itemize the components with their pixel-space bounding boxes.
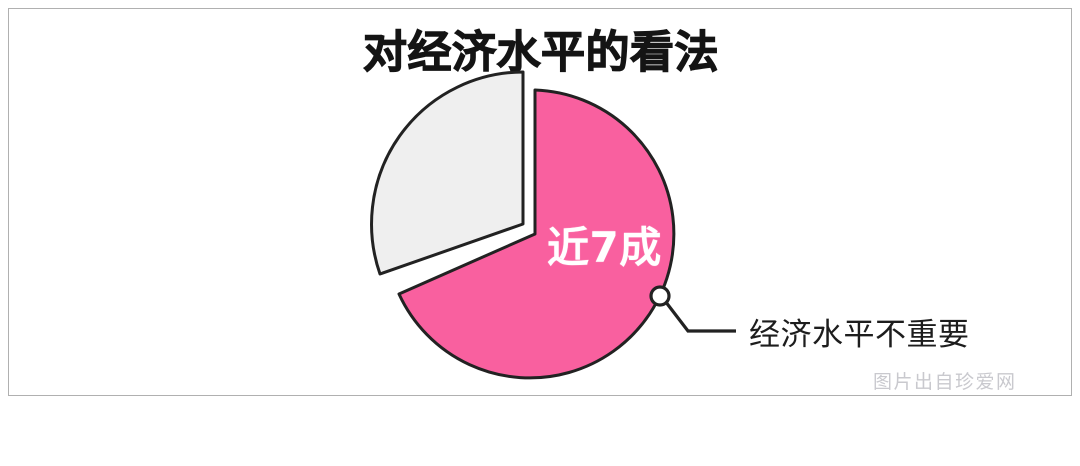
pie-chart-svg [370,70,736,380]
pie-slice-economy-not-important[interactable] [397,88,676,380]
watermark: 图片出自珍爱网 [873,371,1017,393]
callout-label: 经济水平不重要 [749,317,970,353]
pie-slice-value-label: 近7成 [547,223,662,272]
page-title: 对经济水平的看法 [362,26,719,78]
callout-marker-circle[interactable] [649,285,671,307]
pie-chart: 近7成 经济水平不重要 图片出自珍爱网 [9,9,1071,395]
callout-leader-line [660,296,736,333]
chart-card: 对经济水平的看法 近7成 经济水平不重要 图片出自珍爱网 [8,8,1072,396]
pie-slice-other[interactable] [370,70,525,276]
